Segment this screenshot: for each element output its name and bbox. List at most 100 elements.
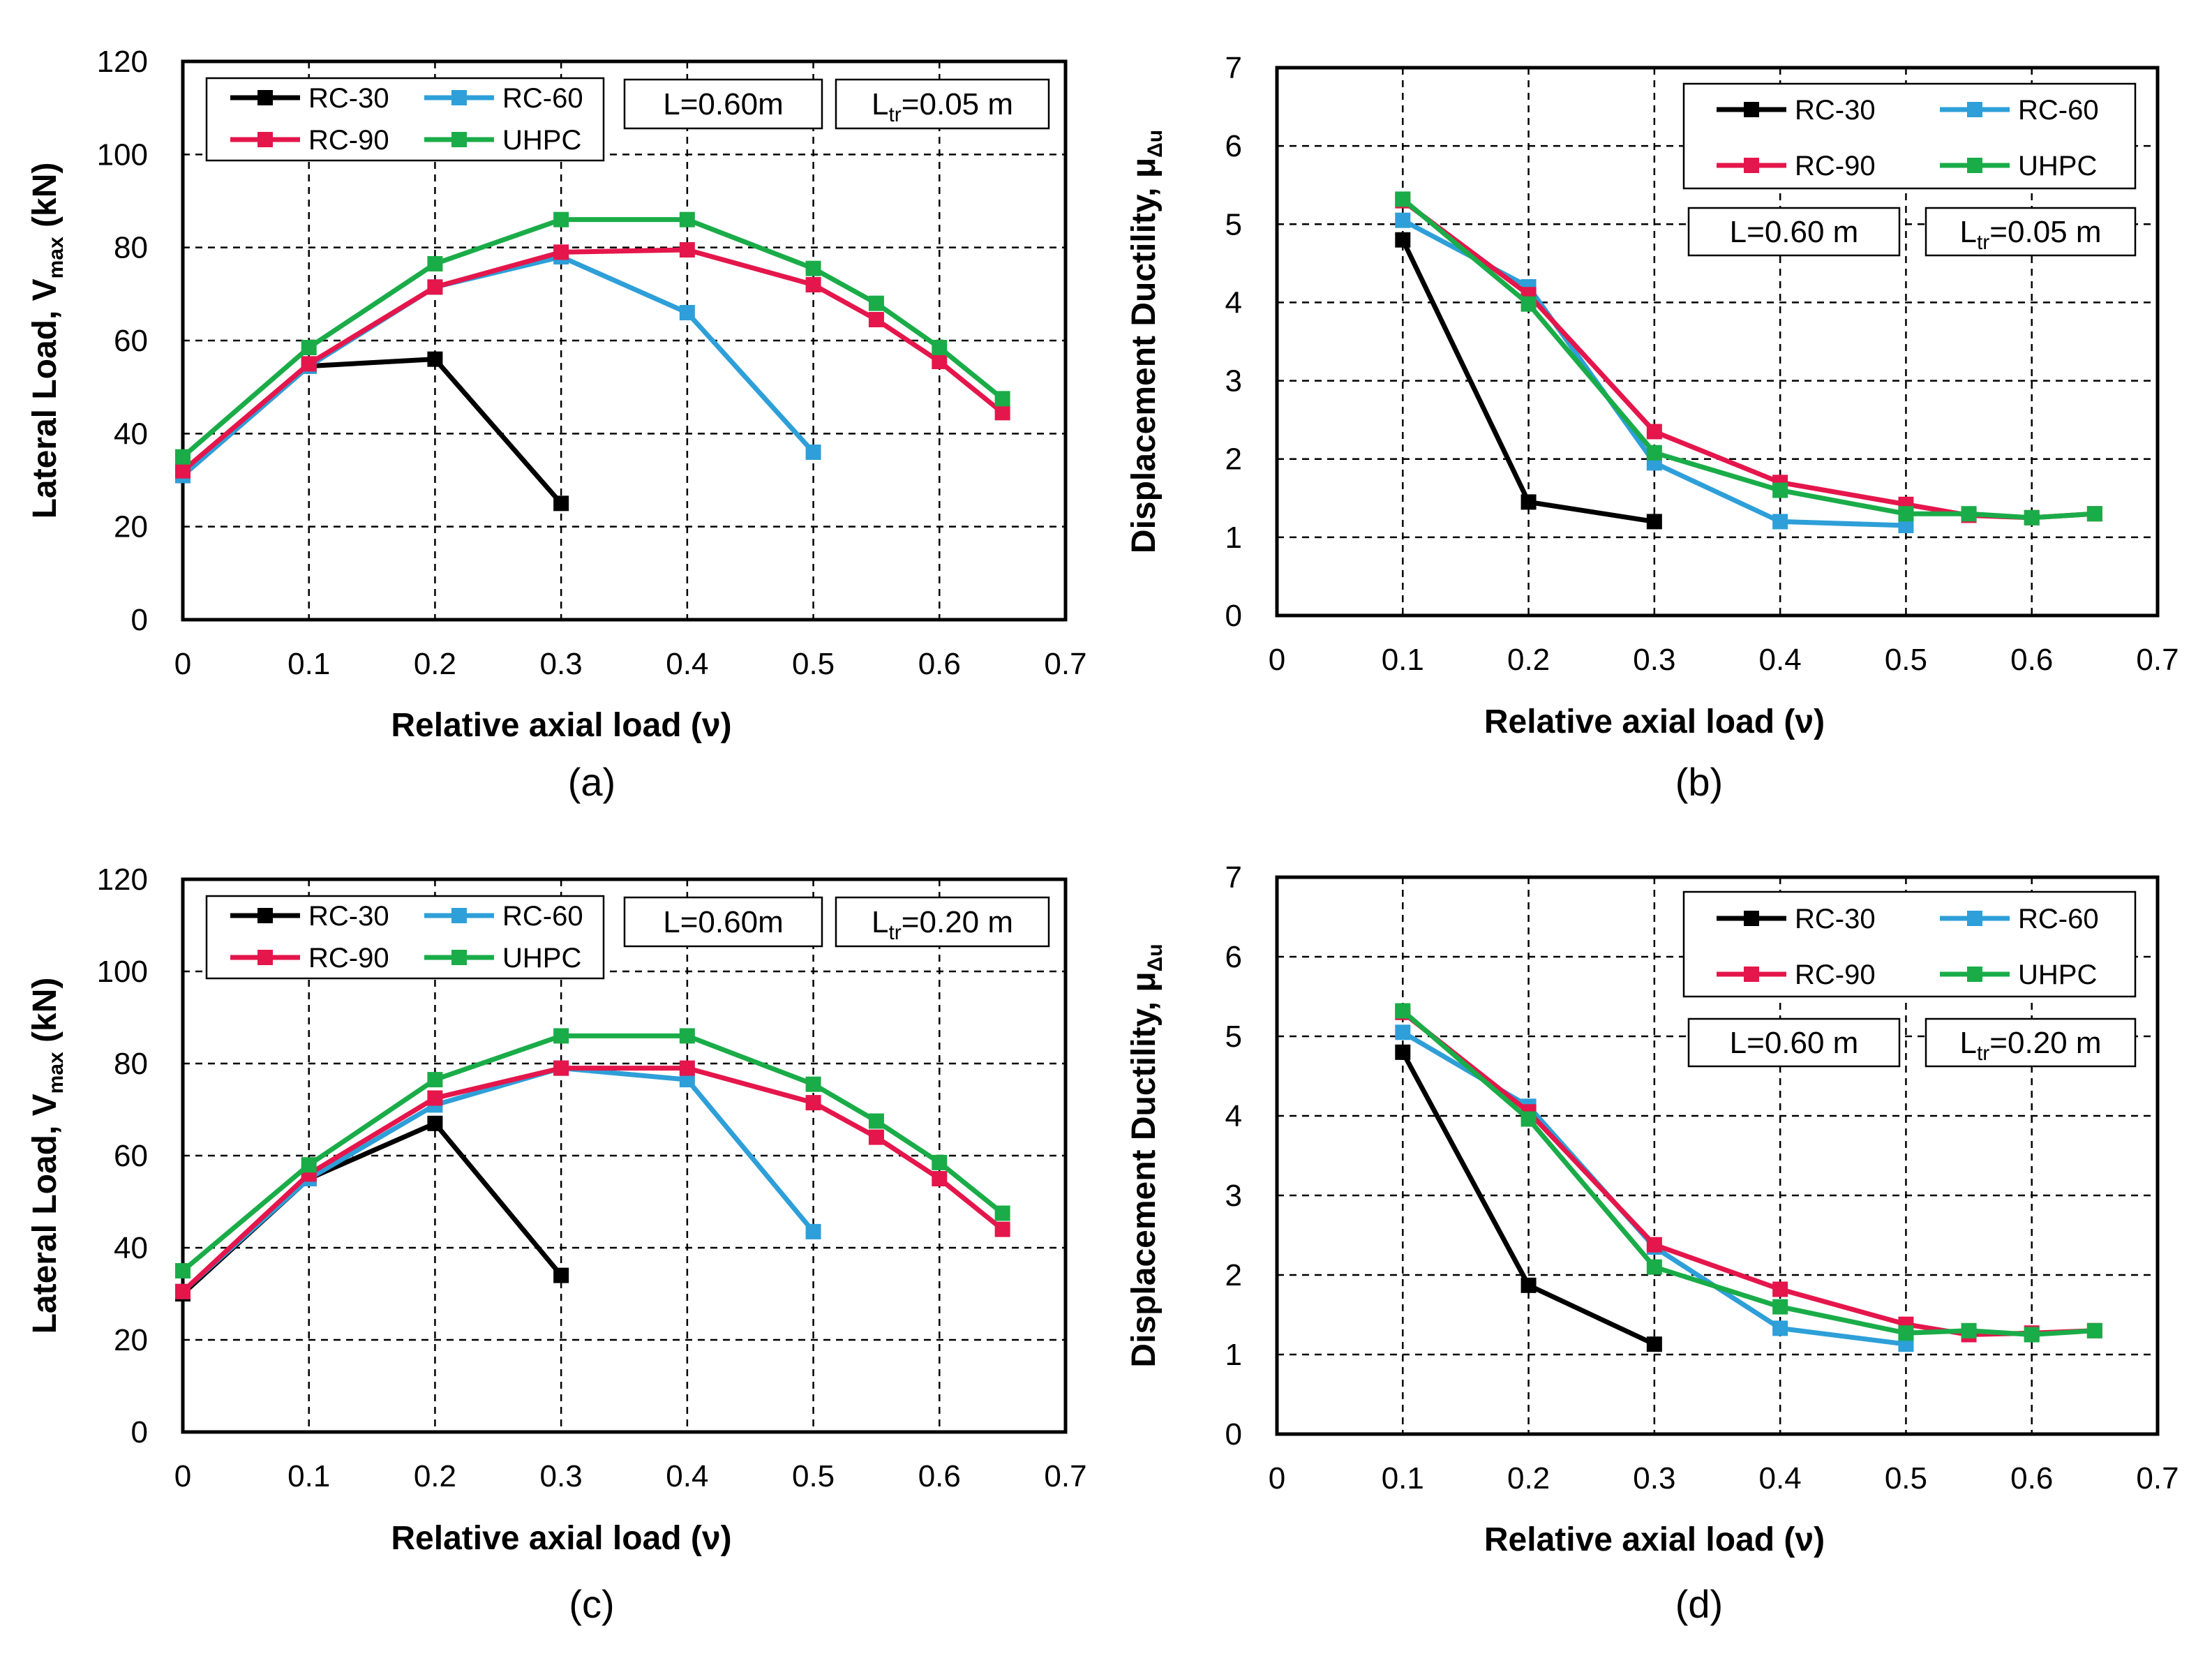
data-point-uhpc: [1898, 1325, 1914, 1341]
y-tick-label: 100: [97, 955, 148, 989]
data-point-uhpc: [427, 1072, 443, 1088]
data-point-uhpc: [2024, 509, 2040, 525]
x-axis-title: Relative axial load (ν): [391, 1520, 731, 1557]
y-tick-label: 1: [1225, 1338, 1242, 1372]
legend-label: UHPC: [502, 125, 581, 156]
x-tick-label: 0.1: [287, 1459, 330, 1493]
x-axis-title: Relative axial load (ν): [1484, 1521, 1825, 1558]
y-tick-label: 20: [114, 510, 148, 544]
y-axis-title: Lateral Load, Vmax (kN): [27, 978, 68, 1334]
info-box-text-value: =0.05 m: [902, 87, 1013, 121]
y-tick-label: 5: [1225, 1020, 1242, 1054]
info-box-transition-length: Ltr=0.20 m: [835, 896, 1050, 948]
info-box-frame: [835, 896, 1050, 948]
x-tick-label: 0.4: [1759, 1461, 1802, 1495]
panel-label: (c): [569, 1582, 614, 1626]
legend-label: RC-60: [2018, 95, 2099, 126]
series-group: [175, 211, 1010, 512]
chart-panel-d: 0 0.1 0.2 0.3 0.4 0.5 0.6 0.7 0 1 2 3 4 5 6 7 Relative a…: [1126, 860, 2179, 1626]
legend-item-rc-90: RC-90: [1717, 960, 1876, 990]
legend-item-rc-30: RC-30: [1717, 95, 1876, 126]
info-box-length: L=0.60m: [623, 78, 823, 130]
y-tick-label: 7: [1225, 51, 1242, 85]
y-axis-title-main: Lateral Load, V: [27, 1094, 63, 1334]
legend-label: RC-90: [1795, 960, 1876, 990]
x-tick-label: 0: [174, 1459, 191, 1493]
series-line-uhpc: [1401, 1008, 2095, 1337]
data-point-rc-90: [427, 1090, 443, 1106]
legend-item-rc-30: RC-30: [230, 901, 389, 932]
data-point-rc-90: [805, 277, 821, 292]
x-tick-label: 0.1: [287, 647, 330, 681]
info-box-text: L=0.60 m: [1730, 1026, 1859, 1060]
legend-label: UHPC: [502, 943, 581, 974]
data-point-uhpc: [427, 256, 443, 271]
y-tick-label: 5: [1225, 207, 1242, 241]
x-tick-label: 0.7: [1044, 1459, 1086, 1493]
plot-area-frame: [1275, 66, 2160, 618]
legend-label: RC-30: [1795, 904, 1876, 934]
x-tick-label: 0.7: [2136, 643, 2179, 677]
data-point-uhpc: [868, 295, 884, 311]
data-point-rc-30: [427, 1115, 443, 1131]
data-point-uhpc: [2086, 506, 2102, 522]
y-tick-label: 40: [114, 1231, 148, 1265]
data-point-rc-90: [679, 1060, 695, 1076]
legend-marker: [257, 132, 273, 147]
legend-item-uhpc: UHPC: [424, 943, 581, 974]
data-point-uhpc: [1772, 1299, 1788, 1315]
legend-item-rc-30: RC-30: [230, 83, 389, 114]
legend-marker: [1967, 911, 1982, 926]
y-tick-label: 2: [1225, 442, 1242, 477]
data-point-rc-90: [805, 1095, 821, 1111]
y-tick-label: 20: [114, 1323, 148, 1357]
chart-panel-b: 0 0.1 0.2 0.3 0.4 0.5 0.6 0.7 0 1 2 3 4 5 6 7 Relative a…: [1126, 51, 2179, 804]
y-tick-label: 80: [114, 231, 148, 265]
data-point-rc-90: [175, 463, 190, 479]
info-box-frame: [1687, 207, 1901, 257]
series-line-rc-30: [181, 357, 563, 505]
legend: RC-30 RC-60 RC-90 UHPC: [1682, 82, 2137, 190]
y-tick-label: 4: [1225, 285, 1242, 320]
info-box-text-subscript: tr: [888, 921, 901, 944]
info-box-frame: [1925, 207, 2137, 257]
legend-marker: [451, 908, 467, 923]
info-box-text-value: =0.20 m: [902, 905, 1013, 939]
legend-marker: [451, 132, 467, 147]
info-box-text-subscript: tr: [1977, 1042, 1989, 1065]
data-point-uhpc: [932, 1154, 948, 1170]
data-point-uhpc: [1898, 506, 1914, 522]
y-tick-label: 3: [1225, 364, 1242, 398]
legend-item-rc-30: RC-30: [1717, 904, 1876, 934]
legend-marker: [1744, 911, 1759, 926]
x-tick-label: 0.7: [2136, 1461, 2179, 1495]
series-line-uhpc: [181, 217, 1004, 459]
data-point-rc-90: [994, 1221, 1010, 1237]
info-box-frame: [1687, 1017, 1901, 1068]
series-group: [175, 1028, 1010, 1301]
x-tick-label: 0.5: [792, 1459, 835, 1493]
data-point-rc-30: [553, 1267, 569, 1283]
x-tick-label: 0: [1269, 1461, 1285, 1495]
legend-marker: [257, 90, 273, 105]
data-point-uhpc: [994, 391, 1010, 407]
panel-label: (d): [1675, 1582, 1723, 1626]
y-axis-title-subscript: Δu: [1144, 943, 1167, 971]
y-tick-label: 120: [97, 863, 148, 897]
info-box-length: L=0.60 m: [1687, 207, 1901, 257]
y-tick-label: 7: [1225, 860, 1242, 895]
y-axis-title-unit: (kN): [27, 978, 63, 1052]
y-tick-label: 4: [1225, 1099, 1242, 1133]
legend-label: RC-30: [1795, 95, 1876, 126]
x-tick-label: 0.3: [1633, 643, 1675, 677]
data-point-rc-90: [1646, 1237, 1662, 1253]
data-point-uhpc: [301, 340, 317, 355]
data-point-uhpc: [2024, 1327, 2040, 1343]
plot-area-frame: [181, 59, 1068, 622]
info-box-text-main: L: [872, 905, 888, 939]
data-point-rc-60: [805, 445, 821, 460]
data-point-rc-60: [1772, 514, 1788, 530]
series-group: [1395, 1003, 2102, 1352]
data-point-uhpc: [553, 211, 569, 227]
info-box-text: Ltr=0.20 m: [1959, 1026, 2101, 1065]
